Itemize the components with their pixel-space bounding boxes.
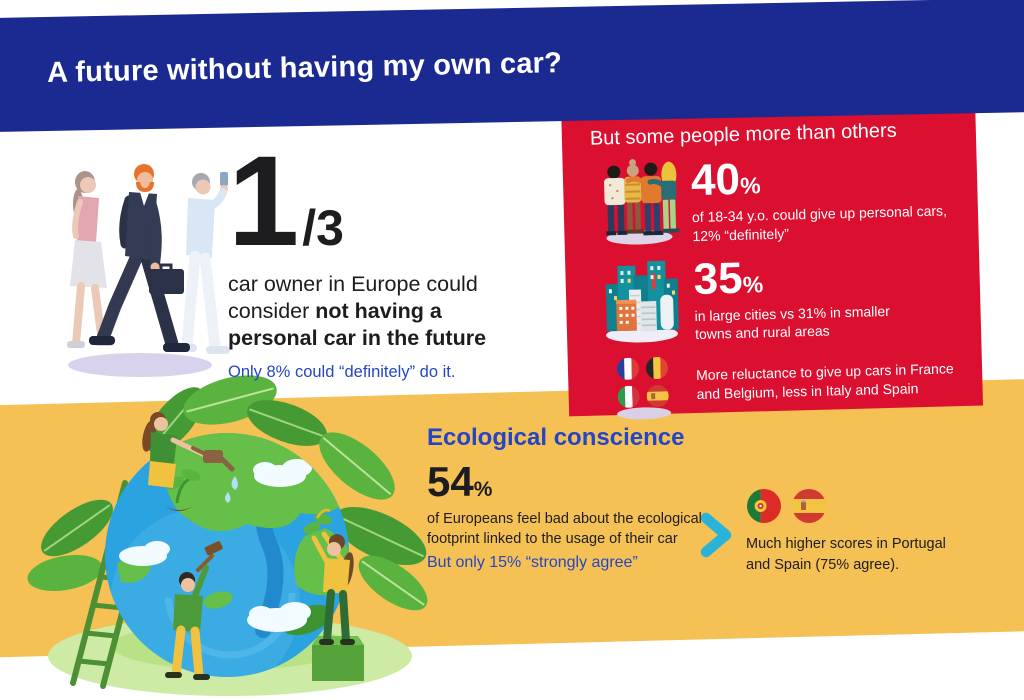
chevron-right-icon <box>700 512 732 558</box>
flags-france-belgium-italy-spain-icon <box>616 356 672 420</box>
main-stat-line3-bold: personal car in the future <box>228 326 487 351</box>
flag-spain-icon <box>792 489 826 523</box>
eco-value: 54 <box>427 458 474 505</box>
flag-spain-small-icon <box>646 384 669 408</box>
fraction: 1 /3 <box>228 130 486 273</box>
woman-planting <box>303 508 364 681</box>
leaves <box>27 375 428 611</box>
walking-people-illustration <box>67 164 230 377</box>
background-man-with-phone <box>175 172 230 354</box>
main-stat-line2-bold: not having a <box>315 299 442 324</box>
stat-row-young-people: 40% of 18-34 y.o. could give up personal… <box>584 146 968 248</box>
stat-description: More reluctance to give up cars in Franc… <box>695 360 954 402</box>
fraction-denominator: /3 <box>302 199 344 256</box>
title-banner: A future without having my own car? <box>0 0 1024 133</box>
main-stat-block: 1 /3 car owner in Europe could consider … <box>228 130 486 382</box>
main-stat-note: Only 8% could “definitely” do it. <box>228 363 456 382</box>
stat-value: 40 <box>690 154 741 206</box>
eco-description: of Europeans feel bad about the ecologic… <box>427 511 702 547</box>
stat-description: of 18-34 y.o. could give up personal car… <box>691 202 948 244</box>
woman-watering <box>142 412 238 503</box>
page-title: A future without having my own car? <box>46 47 563 89</box>
fraction-numerator: 1 <box>228 130 299 273</box>
flag-belgium-icon <box>645 356 669 380</box>
red-panel-rows: 40% of 18-34 y.o. could give up personal… <box>584 146 973 421</box>
earth-care-illustration <box>27 375 428 696</box>
stat-value: 35 <box>692 253 744 304</box>
eco-stat-block: Ecological conscience 54% of Europeans f… <box>427 424 702 572</box>
red-stats-panel: But some people more than others <box>560 91 984 420</box>
red-panel-title: But some people more than others <box>589 119 897 150</box>
city-buildings-icon <box>605 260 679 342</box>
country-callout: Much higher scores in Portugal and Spain… <box>699 480 946 575</box>
group-of-people-icon <box>604 159 680 245</box>
clouds <box>119 459 312 632</box>
main-stat-text: car owner in Europe could consider not h… <box>228 271 486 352</box>
stat-description: in large cities vs 31% in smaller towns … <box>694 302 891 343</box>
main-stat-line1: car owner in Europe could <box>228 271 478 296</box>
stat-unit: % <box>742 270 764 298</box>
flag-france-icon <box>616 357 640 381</box>
callout-text: Much higher scores in Portugal and Spain… <box>746 536 946 573</box>
eco-note: But only 15% “strongly agree” <box>427 554 638 572</box>
flag-italy-icon <box>617 385 640 409</box>
stat-row-countries: More reluctance to give up cars in Franc… <box>590 345 974 421</box>
stat-unit: % <box>739 172 761 199</box>
stat-row-cities: 35% in large cities vs 31% in smaller to… <box>587 244 971 346</box>
man-with-tool <box>165 541 223 680</box>
main-stat-line2-regular: consider <box>228 299 316 324</box>
flag-portugal-icon <box>747 489 781 523</box>
eco-unit: % <box>473 478 493 501</box>
main-man-with-briefcase <box>89 164 190 352</box>
eco-title: Ecological conscience <box>427 424 685 451</box>
